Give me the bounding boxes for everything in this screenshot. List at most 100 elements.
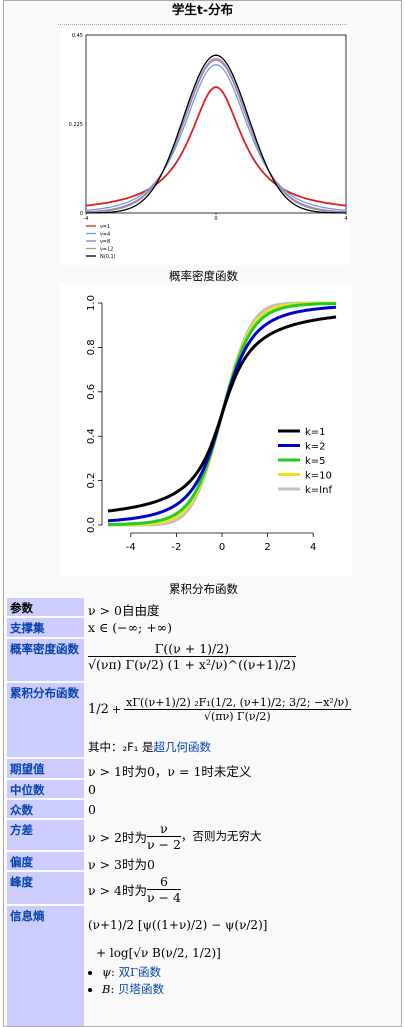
y-tick-label: 0.0 [86, 517, 97, 533]
x-tick-label: -2 [171, 542, 181, 553]
row-mean: 期望值 ν > 1时为0，ν = 1时未定义 [7, 759, 400, 779]
entropy-line1: (ν+1)/2 [ψ((1+ν)/2) − ψ(ν/2)] [88, 918, 268, 932]
mean-value: ν > 1时为0，ν = 1时未定义 [88, 764, 252, 779]
x-tick-label: 4 [344, 216, 347, 222]
row-entropy: 信息熵 (ν+1)/2 [ψ((1+ν)/2) − ψ(ν/2)] + log[… [7, 906, 400, 1026]
hypergeometric-link[interactable]: 超几何函数 [153, 740, 212, 754]
variance-denominator: ν − 2 [146, 836, 181, 852]
x-tick-label: 0 [214, 216, 217, 222]
legend-label: k=Inf [305, 485, 332, 496]
skewness-label[interactable]: 偏度 [7, 852, 84, 870]
y-tick-label: 1.0 [86, 295, 97, 311]
digamma-link[interactable]: 双Γ函数 [118, 965, 162, 979]
series-line [85, 86, 347, 207]
series-line [86, 54, 346, 214]
mode-value: 0 [88, 802, 96, 817]
row-median: 中位数 0 [7, 780, 400, 798]
row-cdf: 累积分布函数 1/2 + xΓ((ν+1)/2) ₂F₁(1/2, (ν+1)/… [7, 683, 400, 757]
y-tick-label: 0.4 [86, 428, 97, 444]
x-tick-label: 4 [310, 542, 316, 553]
pdf-label[interactable]: 概率密度函数 [7, 639, 84, 681]
y-tick-label: 0.2 [86, 473, 97, 489]
legend-label: ν=1 [100, 224, 110, 230]
psi-symbol: ψ [102, 965, 112, 979]
cdf-note-prefix: 其中：₂F₁ 是 [88, 740, 154, 754]
y-tick-label: 0.6 [86, 384, 97, 400]
cdf-fraction: xΓ((ν+1)/2) ₂F₁(1/2, (ν+1)/2; 3/2; −x²/ν… [124, 695, 351, 723]
y-tick-label: 0.45 [72, 33, 83, 39]
kurtosis-fraction: 6 ν − 4 [146, 874, 181, 905]
params-value: ν > 0自由度 [88, 603, 160, 618]
legend-label: ν=4 [100, 232, 110, 238]
row-kurtosis: 峰度 ν > 4时为 6 ν − 4 [7, 872, 400, 905]
row-pdf: 概率密度函数 Γ((ν + 1)/2) √(νπ) Γ(ν/2) (1 + x²… [7, 639, 400, 681]
legend-label: k=1 [305, 427, 326, 438]
x-tick-label: -4 [126, 542, 136, 553]
divider [58, 24, 347, 25]
y-tick-label: 0.8 [86, 339, 97, 355]
series-line [85, 64, 347, 211]
legend-label: N(0,1) [100, 254, 116, 260]
kurtosis-value: ν > 4时为 6 ν − 4 [84, 872, 400, 905]
pdf-formula: Γ((ν + 1)/2) √(νπ) Γ(ν/2) (1 + x²/ν)^((ν… [84, 639, 400, 681]
legend-label: ν=8 [100, 239, 110, 245]
cdf-label[interactable]: 累积分布函数 [7, 683, 84, 757]
variance-value: ν > 2时为 ν ν − 2 ，否则为无穷大 [84, 820, 400, 852]
cdf-numerator: xΓ((ν+1)/2) ₂F₁(1/2, (ν+1)/2; 3/2; −x²/ν… [124, 695, 351, 710]
entropy-notes: ψ: 双Γ函数 B: 贝塔函数 [88, 964, 400, 997]
pdf-numerator: Γ((ν + 1)/2) [88, 641, 296, 657]
legend-label: k=10 [305, 471, 332, 482]
pdf-caption: 概率密度函数 [169, 269, 238, 283]
list-item: B: 贝塔函数 [102, 981, 400, 997]
variance-fraction: ν ν − 2 [146, 821, 181, 852]
row-params: 参数 ν > 0自由度 [7, 598, 400, 618]
support-label[interactable]: 支撑集 [7, 618, 84, 637]
series-line [85, 59, 347, 213]
plot-frame [85, 34, 347, 214]
skewness-value: ν > 3时为0 [88, 857, 155, 872]
entropy-value: (ν+1)/2 [ψ((1+ν)/2) − ψ(ν/2)] + log[√ν B… [84, 906, 400, 1026]
support-value: x ∈ (−∞; +∞) [88, 620, 172, 635]
variance-numerator: ν [146, 821, 181, 837]
variance-label[interactable]: 方差 [7, 820, 84, 850]
row-support: 支撑集 x ∈ (−∞; +∞) [7, 618, 400, 637]
legend-label: k=5 [305, 456, 326, 467]
kurtosis-denominator: ν − 4 [146, 889, 181, 905]
cdf-half: 1/2 [88, 701, 109, 717]
pdf-fraction: Γ((ν + 1)/2) √(νπ) Γ(ν/2) (1 + x²/ν)^((ν… [88, 641, 296, 672]
params-label: 参数 [7, 598, 84, 616]
legend-label: ν=12 [100, 247, 113, 253]
mean-label[interactable]: 期望值 [7, 759, 84, 778]
variance-prefix: ν > 2时为 [88, 829, 147, 845]
median-value: 0 [88, 782, 96, 797]
entropy-label[interactable]: 信息熵 [7, 906, 84, 1026]
cdf-chart: 0.0 0.2 0.4 0.6 0.8 1.0 -4 -2 0 2 4 k=1 k=2 k=5 k=10 k=… [60, 285, 352, 576]
median-label[interactable]: 中位数 [7, 780, 84, 798]
series-line [85, 57, 347, 214]
x-tick-label: -4 [84, 216, 89, 222]
cdf-note: 其中：₂F₁ 是超几何函数 [88, 739, 400, 755]
row-skewness: 偏度 ν > 3时为0 [7, 852, 400, 872]
cdf-denominator: √(πν) Γ(ν/2) [204, 709, 271, 723]
y-tick-label: 0.225 [69, 122, 83, 128]
kurtosis-numerator: 6 [146, 874, 181, 890]
infobox: 学生t-分布 0.45 0.225 0 -4 0 4 ν=1 ν=4 ν=8 ν=12 N(0,1)… [3, 0, 402, 1027]
pdf-denominator: √(νπ) Γ(ν/2) (1 + x²/ν)^((ν+1)/2) [88, 657, 296, 672]
variance-suffix: ，否则为无穷大 [180, 829, 262, 843]
row-variance: 方差 ν > 2时为 ν ν − 2 ，否则为无穷大 [7, 820, 400, 852]
kurtosis-prefix: ν > 4时为 [88, 882, 147, 898]
series-line [107, 315, 337, 513]
cdf-formula: 1/2 + xΓ((ν+1)/2) ₂F₁(1/2, (ν+1)/2; 3/2;… [84, 683, 400, 757]
mode-label[interactable]: 众数 [7, 800, 84, 818]
x-tick-label: 2 [264, 542, 270, 553]
x-tick-label: 0 [219, 542, 225, 553]
beta-symbol: B [102, 982, 111, 996]
infobox-title: 学生t-分布 [171, 2, 234, 17]
kurtosis-label[interactable]: 峰度 [7, 872, 84, 904]
legend-label: k=2 [305, 442, 326, 453]
list-item: ψ: 双Γ函数 [102, 964, 400, 980]
beta-function-link[interactable]: 贝塔函数 [117, 982, 164, 996]
row-mode: 众数 0 [7, 800, 400, 818]
y-tick-label: 0 [80, 211, 83, 217]
